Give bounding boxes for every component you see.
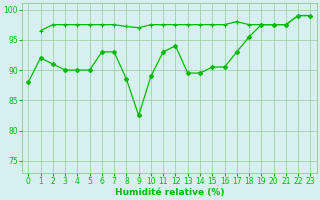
X-axis label: Humidité relative (%): Humidité relative (%) [115,188,224,197]
